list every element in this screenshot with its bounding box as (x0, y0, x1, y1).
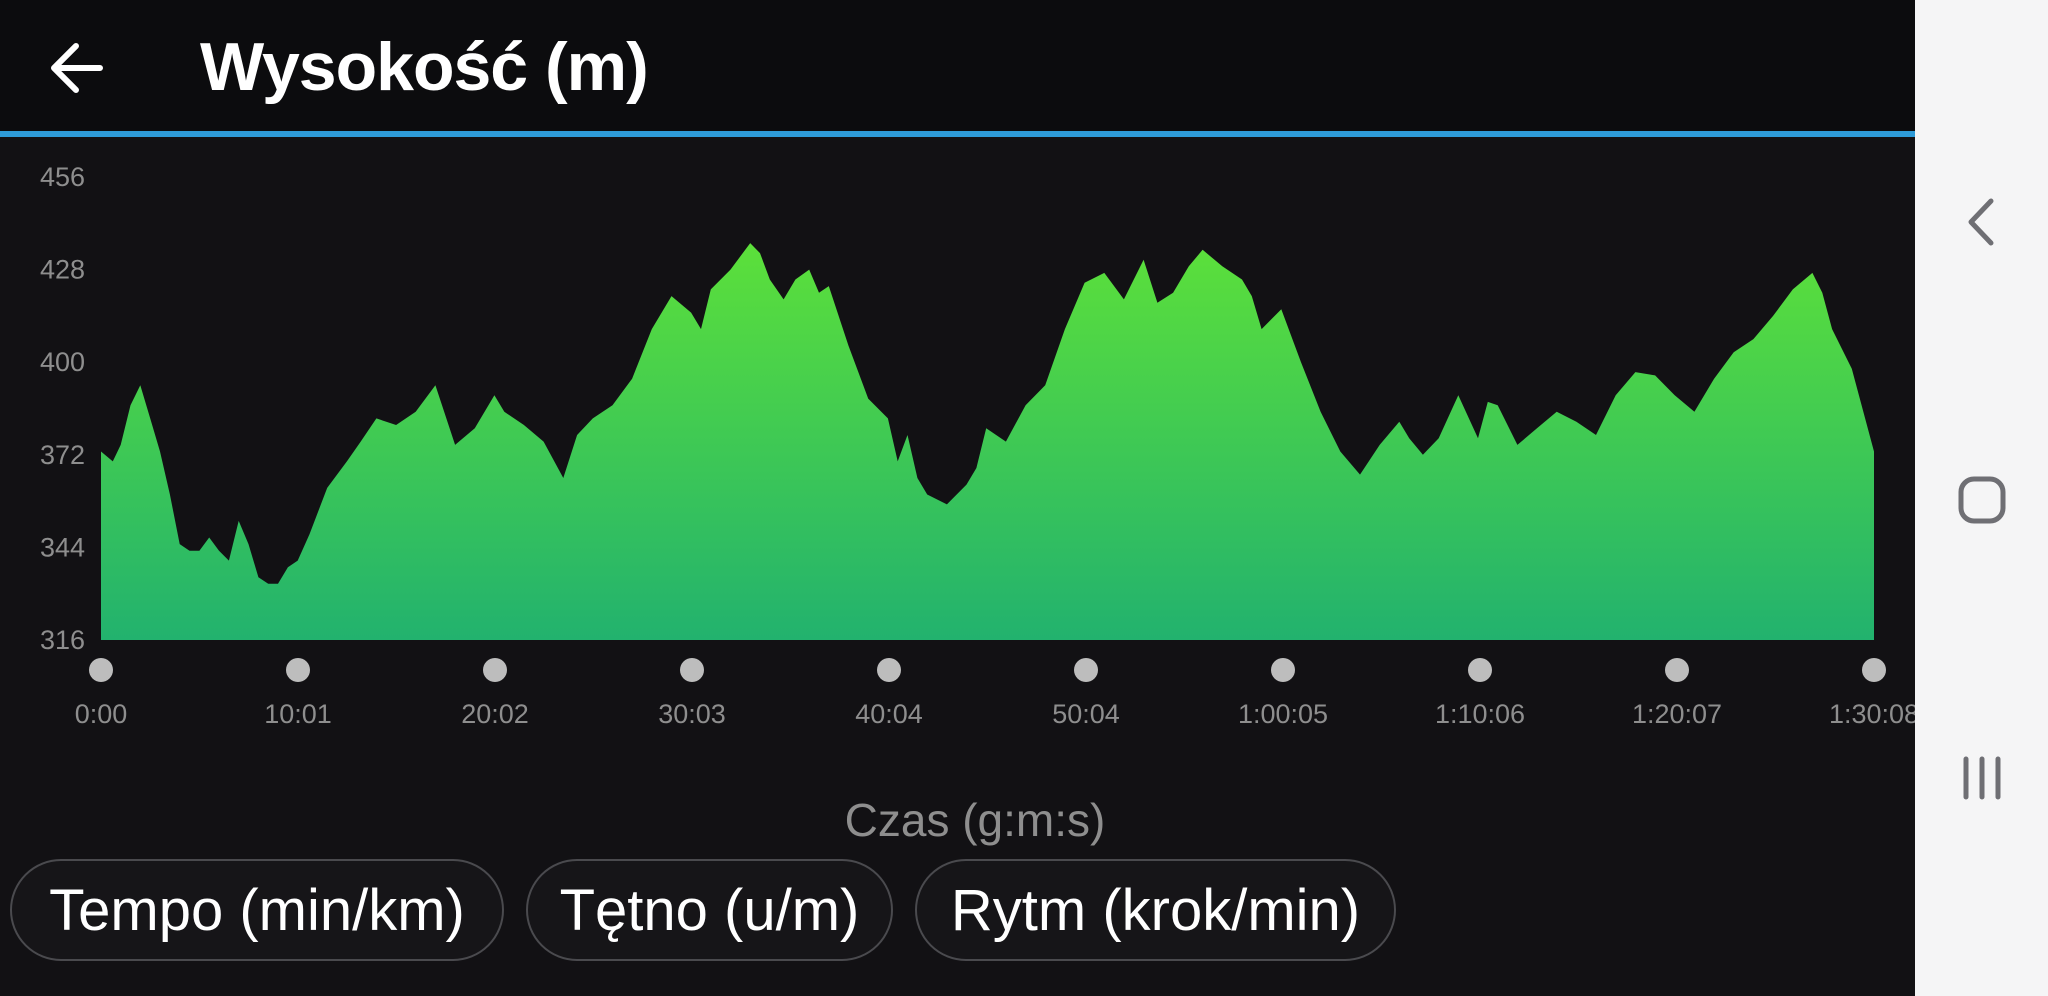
x-tick-label: 0:00 (75, 699, 128, 729)
x-tick-label: 50:04 (1052, 699, 1120, 729)
x-tick-label: 10:01 (264, 699, 332, 729)
x-tick-label: 30:03 (658, 699, 726, 729)
x-tick-label: 1:10:06 (1435, 699, 1525, 729)
nav-back-button[interactable] (1951, 191, 2013, 253)
elevation-chart: 456 428 400 372 344 316 0:00 10:01 20:02 30:03 40… (40, 162, 1915, 729)
y-tick-label: 456 (40, 162, 85, 192)
back-button[interactable] (36, 28, 116, 108)
x-tick-dot (877, 658, 901, 682)
tab-rytm-label: Rytm (krok/min) (950, 877, 1361, 943)
x-axis-label: Czas (g:m:s) (844, 794, 1106, 846)
tab-tempo-label: Tempo (min/km) (49, 877, 465, 943)
y-tick-label: 428 (40, 255, 85, 285)
header-bar: Wysokość (m) (0, 0, 1915, 133)
elevation-area (101, 243, 1874, 640)
x-tick-label: 1:30:08 (1829, 699, 1915, 729)
x-tick-dot (1074, 658, 1098, 682)
tab-tetno-label: Tętno (u/m) (559, 877, 860, 943)
y-tick-label: 316 (40, 625, 85, 655)
y-tick-label: 372 (40, 440, 85, 470)
x-tick-dot (89, 658, 113, 682)
tab-tempo[interactable]: Tempo (min/km) (10, 859, 504, 961)
x-tick-label: 1:00:05 (1238, 699, 1328, 729)
system-navigation-bar (1915, 0, 2048, 996)
page-title: Wysokość (m) (200, 29, 649, 105)
nav-recents-button[interactable] (1951, 747, 2013, 809)
y-tick-label: 400 (40, 347, 85, 377)
x-tick-dot (1862, 658, 1886, 682)
nav-home-button[interactable] (1951, 469, 2013, 531)
x-tick-label: 1:20:07 (1632, 699, 1722, 729)
tab-rytm[interactable]: Rytm (krok/min) (915, 859, 1396, 961)
tab-tetno[interactable]: Tętno (u/m) (526, 859, 893, 961)
arrow-left-icon (51, 43, 103, 93)
x-tick-label: 20:02 (461, 699, 529, 729)
accent-divider (0, 131, 1915, 137)
x-tick-dot (1665, 658, 1689, 682)
home-icon (1958, 476, 2006, 524)
x-tick-dot (483, 658, 507, 682)
x-tick-label: 40:04 (855, 699, 923, 729)
x-tick-dot (680, 658, 704, 682)
chevron-left-icon (1968, 198, 1994, 246)
y-tick-label: 344 (40, 532, 85, 562)
x-tick-dot (1271, 658, 1295, 682)
x-tick-dot (286, 658, 310, 682)
x-tick-dot (1468, 658, 1492, 682)
recents-icon (1963, 756, 2001, 800)
app-screen: Wysokość (m) 456 428 400 372 344 316 0:00 10:0… (0, 0, 1915, 961)
